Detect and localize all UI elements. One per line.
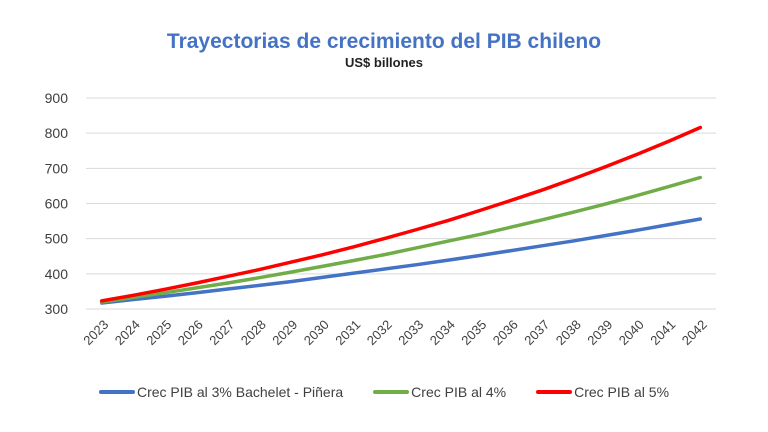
y-tick-label: 700 [45,160,69,176]
x-tick-label: 2034 [427,317,458,348]
series-line [100,217,703,305]
x-tick-label: 2040 [616,317,647,348]
x-tick-label: 2033 [395,317,426,348]
x-tick-label: 2035 [458,317,489,348]
x-tick-label: 2030 [301,317,332,348]
legend-swatch [98,390,135,394]
y-tick-label: 500 [45,231,69,247]
chart-subtitle: US$ billones [344,55,424,70]
series-line [100,175,703,304]
legend-item: Crec PIB al 5% [536,384,669,400]
legend-swatch [536,390,573,394]
x-tick-label: 2025 [143,317,174,348]
x-tick-label: 2029 [269,317,300,348]
x-tick-label: 2026 [175,317,206,348]
y-tick-label: 800 [45,125,69,141]
legend: Crec PIB al 3% Bachelet - Piñera Crec PIB… [0,380,768,404]
x-tick-label: 2037 [521,317,552,348]
x-tick-label: 2032 [364,317,395,348]
y-tick-label: 300 [45,301,69,317]
x-tick-label: 2027 [206,317,237,348]
legend-label: Crec PIB al 4% [411,384,507,400]
legend-item: Crec PIB al 3% Bachelet - Piñera [98,384,344,400]
x-tick-label: 2031 [332,317,363,348]
x-tick-label: 2024 [112,317,143,348]
x-tick-label: 2039 [584,317,615,348]
legend-label: Crec PIB al 5% [574,384,670,400]
x-tick-label: 2023 [80,317,111,348]
x-tick-label: 2042 [679,317,710,348]
y-tick-label: 400 [45,266,69,282]
y-tick-label: 600 [45,196,69,212]
x-tick-label: 2036 [490,317,521,348]
x-tick-label: 2041 [647,317,678,348]
x-tick-label: 2028 [238,317,269,348]
y-tick-label: 900 [45,90,69,106]
legend-label: Crec PIB al 3% Bachelet - Piñera [136,384,344,400]
chart-title: Trayectorias de crecimiento del PIB chil… [166,30,602,53]
series-line [100,125,703,303]
legend-item: Crec PIB al 4% [373,384,506,400]
x-tick-label: 2038 [553,317,584,348]
legend-swatch [373,390,410,394]
